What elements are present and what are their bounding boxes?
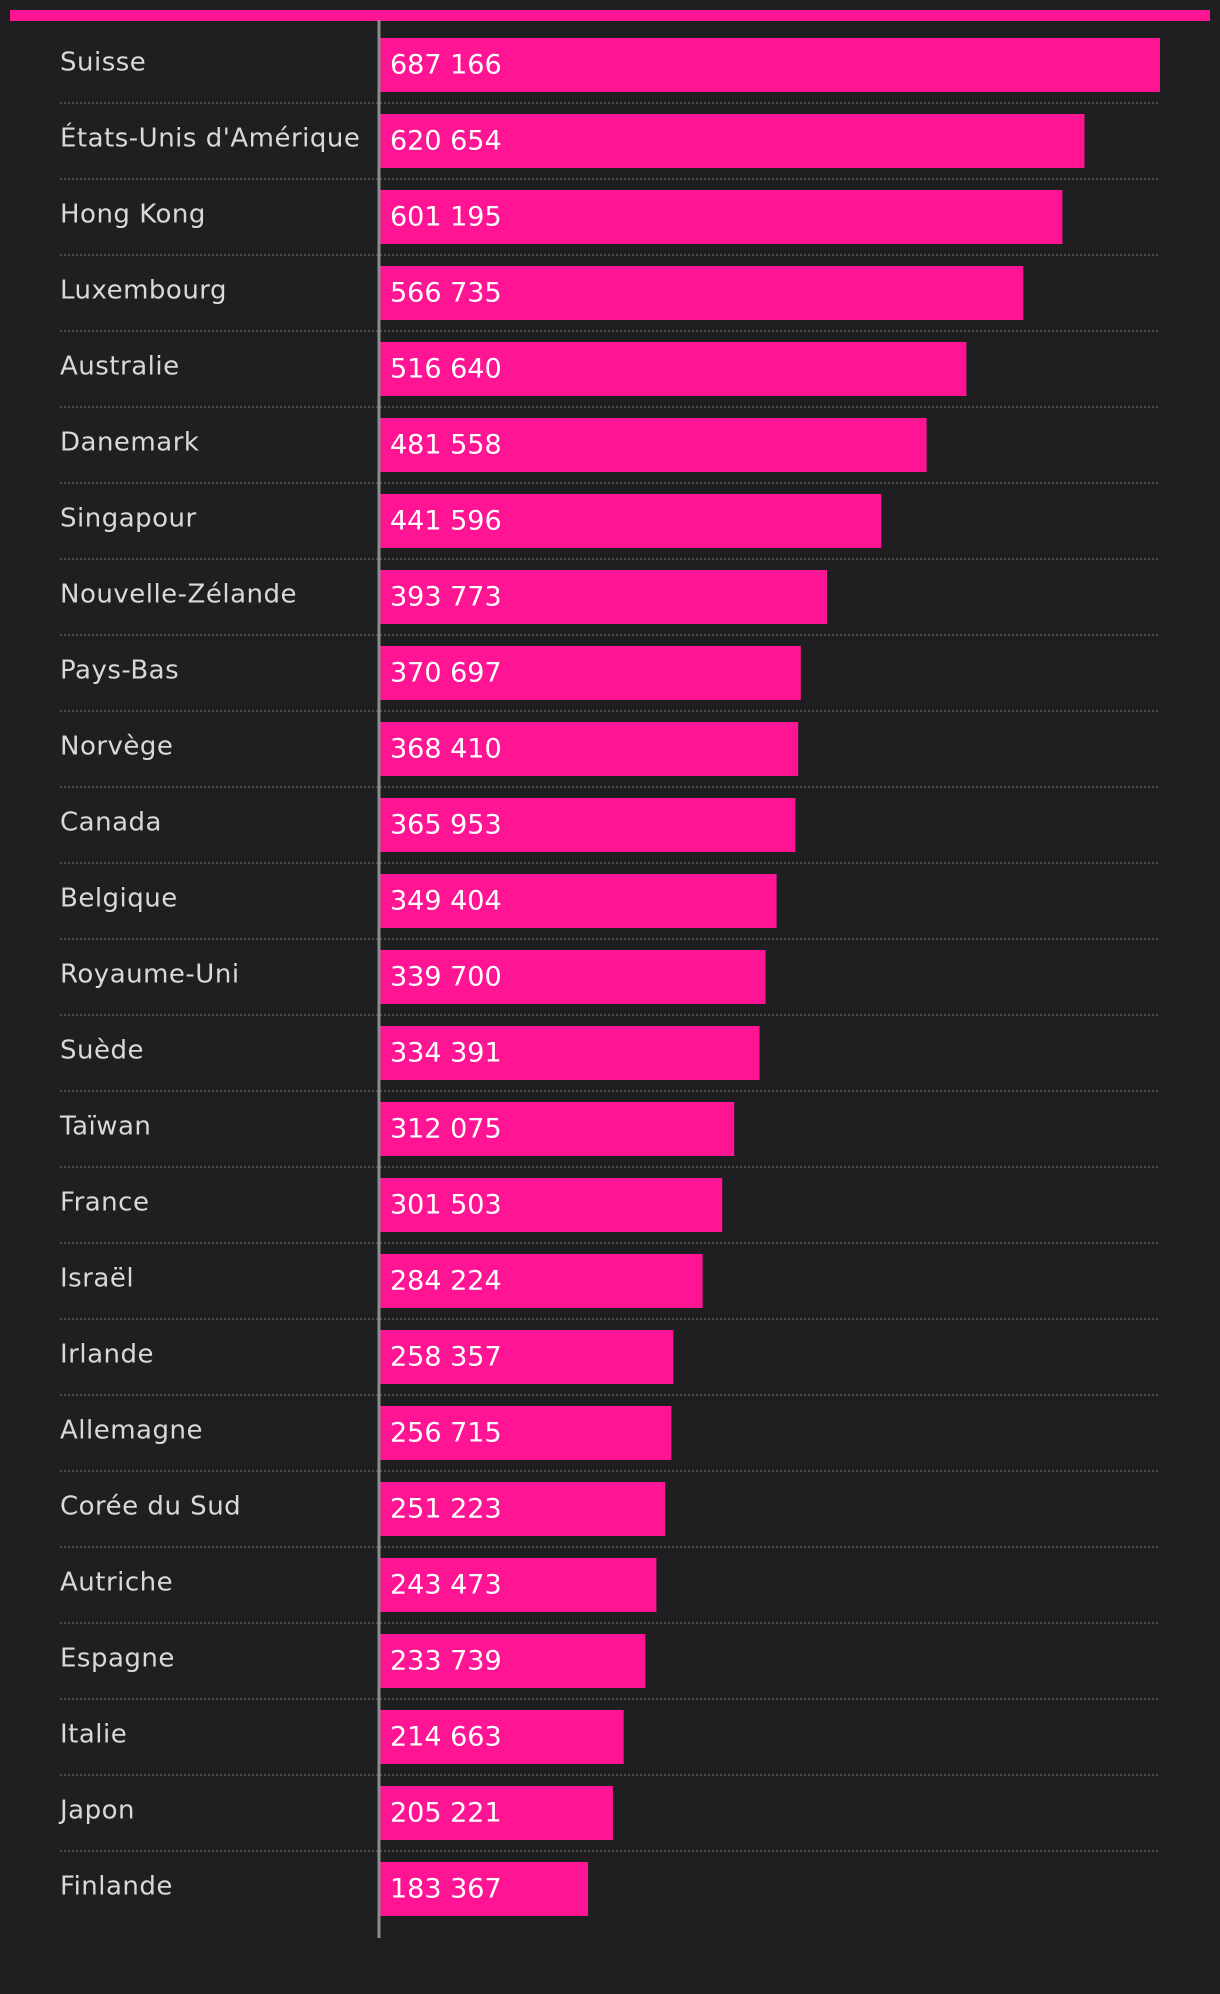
category-label-6: Singapour (60, 504, 197, 534)
value-label-12: 339 700 (390, 962, 502, 993)
value-label-6: 441 596 (390, 506, 502, 537)
bar-8 (380, 646, 801, 700)
value-label-1: 620 654 (390, 126, 502, 157)
category-label-4: Australie (60, 352, 180, 382)
bar-19 (380, 1482, 666, 1536)
bar-13 (380, 1026, 760, 1080)
value-label-17: 258 357 (390, 1342, 502, 1373)
top-accent-bar (10, 10, 1210, 21)
value-label-11: 349 404 (390, 886, 502, 917)
value-label-20: 243 473 (390, 1570, 502, 1601)
bar-22 (380, 1710, 624, 1764)
value-label-19: 251 223 (390, 1494, 502, 1525)
bar-20 (380, 1558, 657, 1612)
category-label-5: Danemark (60, 428, 199, 458)
value-label-4: 516 640 (390, 354, 502, 385)
value-label-16: 284 224 (390, 1266, 502, 1297)
category-label-20: Autriche (60, 1568, 173, 1598)
category-label-1: États-Unis d'Amérique (60, 122, 360, 154)
value-label-23: 205 221 (390, 1798, 502, 1829)
value-label-0: 687 166 (390, 50, 502, 81)
category-label-3: Luxembourg (60, 276, 227, 306)
category-label-2: Hong Kong (60, 200, 206, 230)
category-label-21: Espagne (60, 1644, 175, 1674)
category-label-23: Japon (58, 1796, 135, 1826)
category-label-8: Pays-Bas (60, 656, 179, 686)
bar-16 (380, 1254, 703, 1308)
bar-6 (380, 494, 882, 548)
category-label-10: Canada (60, 808, 162, 838)
value-label-5: 481 558 (390, 430, 502, 461)
value-label-10: 365 953 (390, 810, 502, 841)
category-label-7: Nouvelle-Zélande (60, 580, 297, 610)
value-label-8: 370 697 (390, 658, 502, 689)
category-label-14: Taïwan (59, 1112, 151, 1142)
value-label-13: 334 391 (390, 1038, 502, 1069)
bar-3 (380, 266, 1024, 320)
value-label-9: 368 410 (390, 734, 502, 765)
value-label-15: 301 503 (390, 1190, 502, 1221)
bar-18 (380, 1406, 672, 1460)
bars-group (380, 38, 1160, 1916)
bar-12 (380, 950, 766, 1004)
value-label-2: 601 195 (390, 202, 502, 233)
row-separators (60, 102, 1160, 1852)
category-label-0: Suisse (60, 48, 146, 78)
value-label-7: 393 773 (390, 582, 502, 613)
category-label-22: Italie (60, 1720, 127, 1750)
bar-23 (380, 1786, 613, 1840)
bar-17 (380, 1330, 674, 1384)
bar-11 (380, 874, 777, 928)
bar-7 (380, 570, 827, 624)
category-label-16: Israël (60, 1264, 134, 1294)
bar-1 (380, 114, 1085, 168)
bar-14 (380, 1102, 735, 1156)
bar-9 (380, 722, 799, 776)
value-label-3: 566 735 (390, 278, 502, 309)
value-label-22: 214 663 (390, 1722, 502, 1753)
bar-24 (380, 1862, 589, 1916)
value-label-18: 256 715 (390, 1418, 502, 1449)
category-labels: Suisse États-Unis d'Amérique Hong Kong Luxe… (58, 48, 360, 1902)
value-label-24: 183 367 (390, 1874, 502, 1905)
category-label-19: Corée du Sud (60, 1492, 241, 1522)
category-label-11: Belgique (60, 884, 178, 914)
value-labels: 687 166 620 654 601 195 566 735 516 640 481 5… (390, 50, 502, 1905)
bar-5 (380, 418, 927, 472)
category-label-15: France (60, 1188, 149, 1218)
category-label-18: Allemagne (60, 1416, 203, 1446)
bar-21 (380, 1634, 646, 1688)
value-label-21: 233 739 (390, 1646, 502, 1677)
bar-4 (380, 342, 967, 396)
bar-2 (380, 190, 1063, 244)
bar-0 (380, 38, 1160, 92)
category-label-12: Royaume-Uni (60, 960, 240, 990)
category-label-24: Finlande (60, 1872, 173, 1902)
value-label-14: 312 075 (390, 1114, 502, 1145)
category-label-9: Norvège (60, 732, 173, 762)
bar-15 (380, 1178, 723, 1232)
bar-10 (380, 798, 796, 852)
category-label-17: Irlande (60, 1340, 154, 1370)
category-label-13: Suède (60, 1036, 144, 1066)
